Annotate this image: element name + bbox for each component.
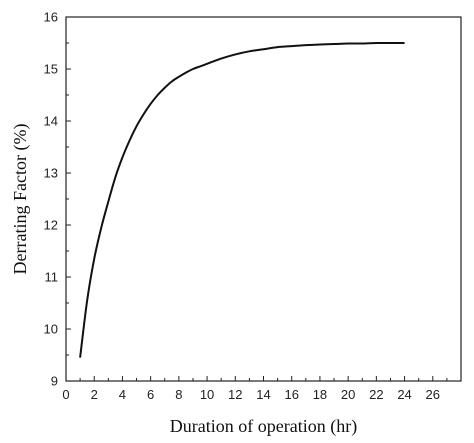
x-tick-label: 0 xyxy=(62,387,69,402)
x-tick-label: 6 xyxy=(147,387,154,402)
x-tick-label: 10 xyxy=(200,387,214,402)
x-tick-label: 20 xyxy=(341,387,355,402)
x-axis-label: Duration of operation (hr) xyxy=(170,416,357,437)
x-tick-label: 26 xyxy=(426,387,440,402)
x-tick-label: 16 xyxy=(284,387,298,402)
x-tick-label: 24 xyxy=(397,387,411,402)
y-tick-label: 11 xyxy=(45,270,59,285)
y-axis-label: Derrating Factor (%) xyxy=(10,124,31,275)
x-tick-labels: 0 2 4 6 8 10 12 14 16 18 20 22 24 26 xyxy=(62,387,440,402)
y-tick-label: 16 xyxy=(44,10,58,25)
series-line xyxy=(79,41,405,358)
x-tick-label: 14 xyxy=(256,387,270,402)
tick-group xyxy=(65,16,448,382)
x-tick-label: 22 xyxy=(369,387,383,402)
x-tick-label: 8 xyxy=(175,387,182,402)
plot-frame xyxy=(65,16,462,382)
x-tick-label: 4 xyxy=(119,387,126,402)
y-tick-label: 15 xyxy=(44,62,58,77)
y-tick-label: 13 xyxy=(44,166,58,181)
y-tick-label: 14 xyxy=(44,114,58,129)
y-tick-label: 12 xyxy=(44,218,58,233)
y-tick-label: 10 xyxy=(44,322,58,337)
x-tick-label: 2 xyxy=(91,387,98,402)
y-tick-labels: 9 10 11 12 13 14 15 16 xyxy=(44,10,58,389)
y-tick-label: 9 xyxy=(51,374,58,389)
x-tick-label: 12 xyxy=(228,387,242,402)
x-tick-label: 18 xyxy=(313,387,327,402)
